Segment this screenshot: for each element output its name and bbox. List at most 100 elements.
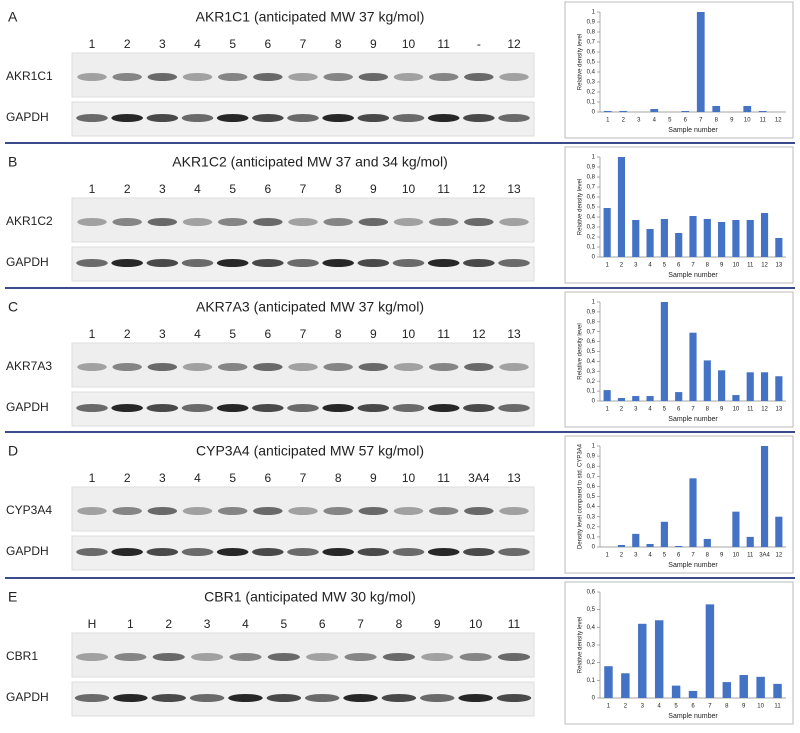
band — [182, 218, 213, 226]
x-tick-label: 5 — [663, 553, 667, 559]
band — [498, 259, 530, 267]
lane-label: 10 — [402, 327, 416, 341]
chart: Relative density level 0 0,1 0,2 0,3 0,4 0,5 0,… — [564, 146, 794, 284]
lane-label: 6 — [319, 617, 326, 631]
lane-label: 13 — [507, 182, 521, 196]
lane-label: 4 — [194, 37, 201, 51]
y-tick-label: 0,1 — [587, 534, 596, 540]
x-tick-label: 12 — [776, 553, 783, 559]
x-tick-label: 1 — [605, 263, 609, 269]
band — [112, 507, 142, 515]
y-tick-label: 0,4 — [587, 359, 596, 365]
band — [252, 548, 284, 556]
band — [392, 114, 425, 122]
lane-label: 10 — [402, 37, 416, 51]
y-tick-label: 0,5 — [587, 60, 596, 66]
bar — [689, 216, 697, 257]
bar — [703, 538, 711, 547]
band — [358, 363, 389, 371]
x-tick-label: 9 — [742, 704, 746, 710]
y-tick-label: 0 — [592, 255, 596, 261]
row-label: AKR1C1 — [6, 69, 53, 83]
x-tick-label: 9 — [720, 263, 724, 269]
lane-label: 1 — [89, 37, 96, 51]
band — [497, 653, 531, 661]
bar — [660, 219, 668, 257]
blot — [71, 681, 535, 717]
x-tick-label: 9 — [730, 118, 734, 124]
y-tick-label: 0,6 — [587, 339, 596, 345]
bar — [758, 111, 767, 112]
bar — [621, 673, 630, 698]
band — [181, 404, 214, 412]
band — [393, 73, 424, 81]
band — [392, 404, 425, 412]
lane-label: 2 — [124, 327, 131, 341]
band — [287, 259, 319, 267]
x-tick-label: 5 — [663, 263, 667, 269]
bar — [703, 219, 711, 257]
bar — [760, 213, 769, 257]
band — [189, 694, 225, 702]
y-tick-label: 1 — [592, 444, 596, 450]
bar — [696, 12, 705, 112]
bar — [775, 238, 783, 257]
lane-label: 3 — [159, 471, 166, 485]
blot-title: CBR1 (anticipated MW 30 kg/mol) — [204, 589, 416, 605]
band — [216, 114, 249, 122]
x-axis-label: Sample number — [668, 562, 718, 569]
lane-label: 12 — [472, 182, 486, 196]
lane-label: 8 — [335, 182, 342, 196]
chart: Relative density level 0 0,1 0,2 0,3 0,4 0,5 0,… — [564, 1, 794, 139]
x-axis-label: Sample number — [668, 713, 718, 720]
bar — [760, 372, 769, 401]
bar — [775, 376, 783, 401]
x-tick-label: 3 — [641, 704, 645, 710]
x-tick-label: 1 — [606, 118, 610, 124]
x-tick-label: 6 — [677, 407, 681, 413]
band — [111, 548, 143, 556]
lane-label: 4 — [194, 471, 201, 485]
band — [228, 694, 263, 702]
bar — [756, 676, 765, 698]
lane-label: 7 — [300, 37, 307, 51]
band — [323, 507, 353, 515]
band — [464, 507, 494, 515]
band — [382, 653, 416, 661]
bar — [638, 623, 647, 698]
band — [458, 694, 493, 702]
lane-label: 2 — [124, 37, 131, 51]
panel-letter: B — [8, 154, 17, 170]
bar — [675, 233, 683, 257]
lane-label: 4 — [194, 182, 201, 196]
x-tick-label: 10 — [757, 704, 764, 710]
band — [266, 694, 302, 702]
lane-label: 3 — [159, 37, 166, 51]
x-tick-label: 3 — [637, 118, 641, 124]
band — [253, 507, 283, 515]
band — [357, 548, 390, 556]
band — [322, 114, 354, 122]
x-tick-label: 4 — [653, 118, 657, 124]
lane-label: 5 — [229, 327, 236, 341]
bar — [718, 222, 726, 257]
x-tick-label: 7 — [691, 407, 695, 413]
bar — [660, 302, 668, 401]
band — [147, 363, 178, 371]
y-tick-label: 1 — [592, 155, 596, 161]
x-tick-label: 5 — [668, 118, 672, 124]
band — [358, 73, 389, 81]
bar — [688, 690, 698, 698]
band — [393, 218, 424, 226]
band — [112, 363, 142, 371]
band — [464, 73, 494, 81]
band — [459, 653, 492, 661]
chart-frame — [564, 291, 794, 428]
y-tick-label: 0,7 — [587, 329, 596, 335]
row-label: GAPDH — [6, 255, 49, 269]
bar — [689, 332, 697, 401]
band — [464, 218, 494, 226]
lane-label: 5 — [229, 182, 236, 196]
x-tick-label: 8 — [725, 704, 729, 710]
